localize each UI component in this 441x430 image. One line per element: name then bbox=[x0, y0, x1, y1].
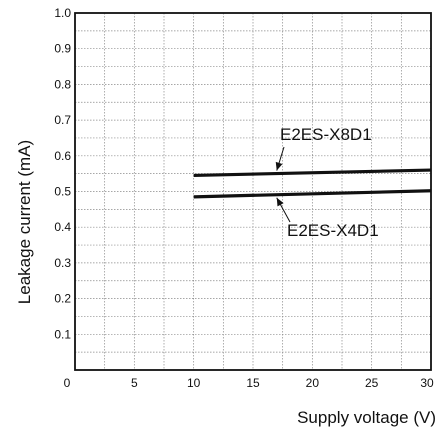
y-tick-label: 0.9 bbox=[54, 42, 71, 56]
annotation-label: E2ES-X8D1 bbox=[280, 125, 372, 144]
x-tick-label: 5 bbox=[131, 376, 138, 390]
y-tick-label: 0.6 bbox=[54, 149, 71, 163]
x-tick-label: 20 bbox=[306, 376, 320, 390]
series-group bbox=[193, 168, 432, 199]
y-axis-label: Leakage current (mA) bbox=[15, 140, 34, 304]
x-tick-labels: 0 5 10 15 20 25 30 bbox=[64, 376, 434, 390]
annotation-label: E2ES-X4D1 bbox=[287, 221, 379, 240]
y-tick-label: 0.5 bbox=[54, 185, 71, 199]
y-tick-label: 0.4 bbox=[54, 220, 71, 234]
y-tick-labels: 0.1 0.2 0.3 0.4 0.5 0.6 0.7 0.8 0.9 1.0 bbox=[54, 6, 71, 341]
x-tick-label: 25 bbox=[365, 376, 379, 390]
x-tick-label: 0 bbox=[64, 376, 71, 390]
x-tick-label: 15 bbox=[246, 376, 260, 390]
x-tick-label: 10 bbox=[187, 376, 201, 390]
y-tick-label: 1.0 bbox=[54, 6, 71, 20]
y-tick-label: 0.3 bbox=[54, 256, 71, 270]
series-line-1 bbox=[193, 189, 432, 199]
series-line-0 bbox=[193, 168, 432, 178]
y-tick-label: 0.8 bbox=[54, 77, 71, 91]
x-tick-label: 30 bbox=[420, 376, 434, 390]
y-tick-label: 0.1 bbox=[54, 327, 71, 341]
y-tick-label: 0.7 bbox=[54, 113, 71, 127]
annotations: E2ES-X8D1 E2ES-X4D1 bbox=[275, 125, 379, 240]
arrow-head bbox=[276, 197, 284, 207]
arrow-head bbox=[275, 161, 283, 171]
x-axis-label: Supply voltage (V) bbox=[297, 408, 436, 427]
y-tick-label: 0.2 bbox=[54, 292, 71, 306]
